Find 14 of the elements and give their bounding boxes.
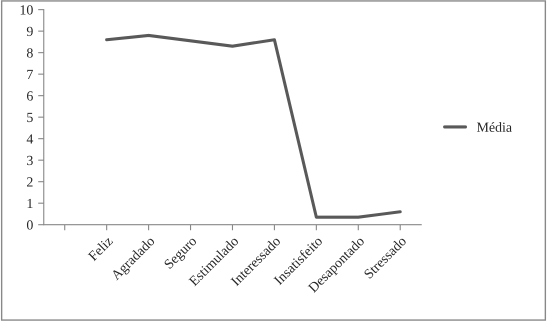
y-tick-label: 0 <box>26 220 33 230</box>
y-tick-label: 10 <box>20 5 33 15</box>
x-tick-label: Feliz <box>87 235 114 262</box>
y-tick-label: 4 <box>26 134 34 144</box>
y-tick-label: 1 <box>28 198 33 208</box>
legend-label: Média <box>476 122 512 132</box>
y-tick-label: 3 <box>27 156 33 166</box>
y-tick-label: 6 <box>26 91 33 101</box>
y-tick-label: 8 <box>26 48 33 58</box>
line-series <box>105 34 402 219</box>
y-tick-label: 5 <box>27 112 33 122</box>
y-tick-label: 2 <box>27 177 33 187</box>
y-tick-label: 7 <box>27 70 33 79</box>
y-tick-label: 9 <box>26 26 33 36</box>
